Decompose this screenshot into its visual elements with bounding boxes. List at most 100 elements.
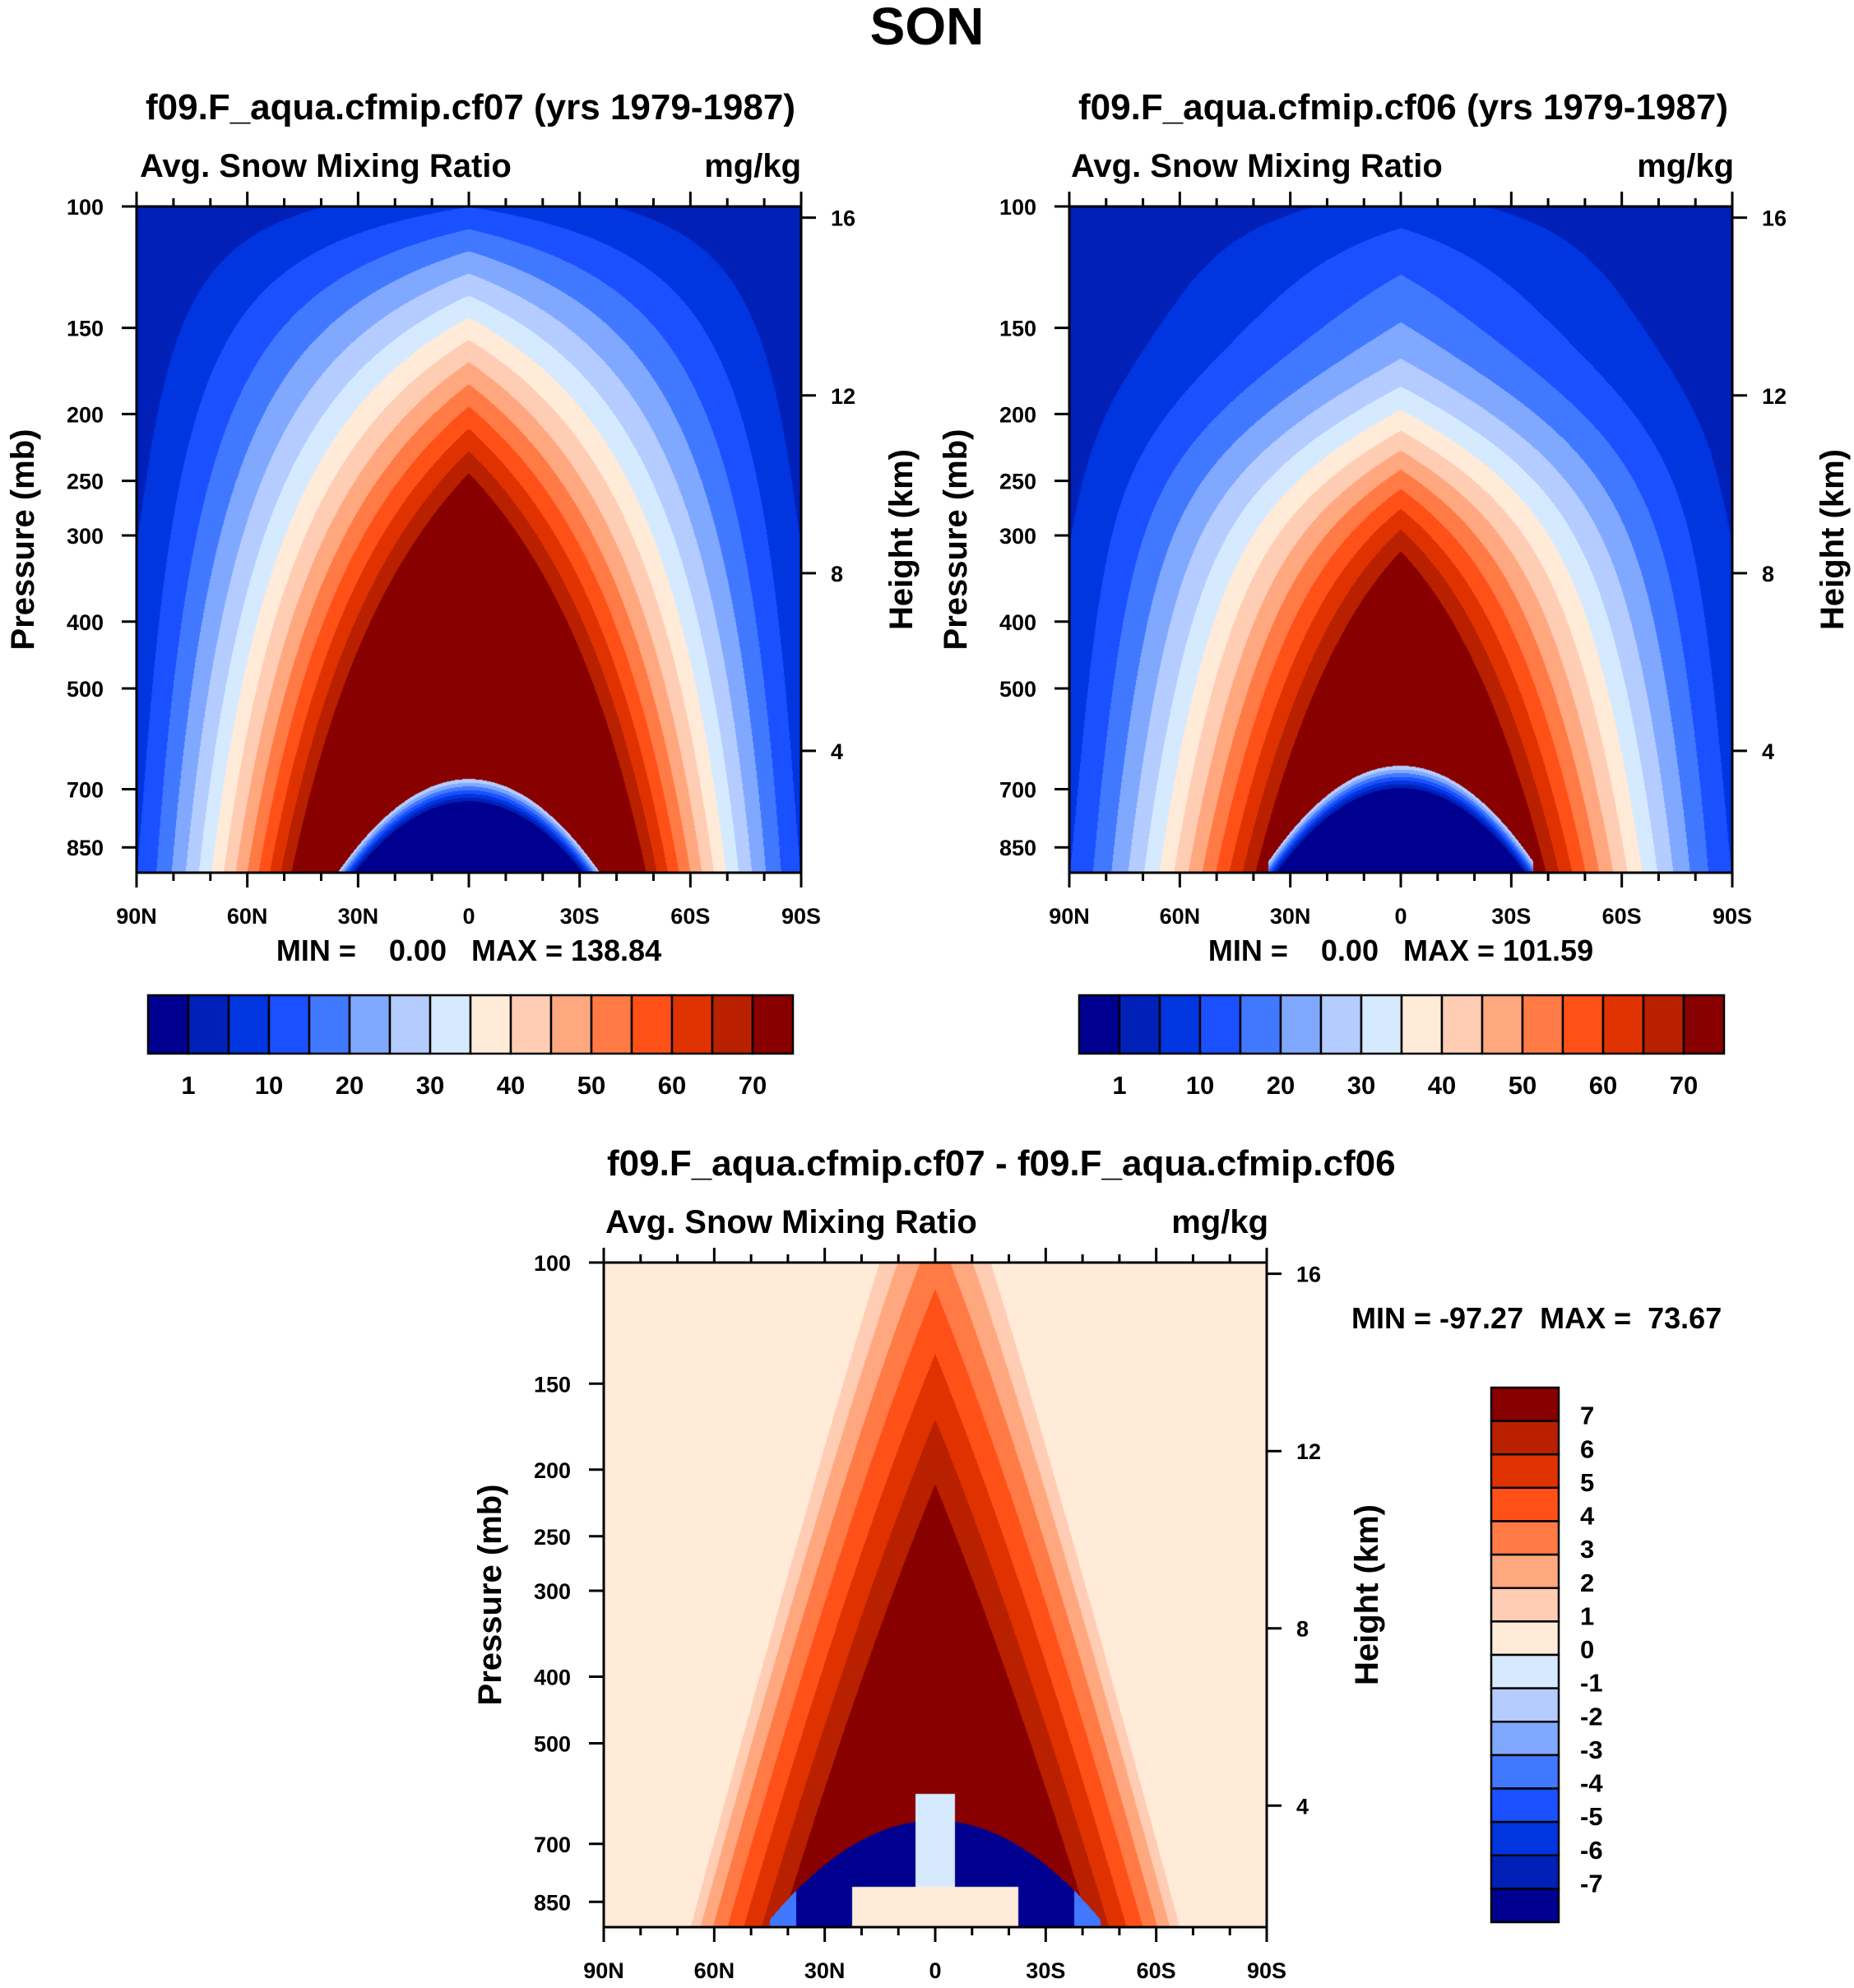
colorbar-box xyxy=(1490,1888,1560,1924)
colorbar-box xyxy=(1490,1486,1560,1522)
colorbar-label: -1 xyxy=(1580,1669,1603,1698)
colorbar-label: 1 xyxy=(1580,1601,1594,1630)
y2-tick-label: 16 xyxy=(831,206,855,231)
colorbar-box xyxy=(1481,994,1524,1055)
colorbar-label: 60 xyxy=(1589,1071,1617,1100)
x-tick-label: 90S xyxy=(1247,1958,1286,1983)
colorbar-box xyxy=(1490,1787,1560,1823)
colorbar-box xyxy=(1158,994,1202,1055)
y-tick-label: 850 xyxy=(999,836,1036,860)
colorbar-label: -6 xyxy=(1580,1836,1603,1865)
x-tick-label: 60N xyxy=(694,1958,735,1983)
panel3-units: mg/kg xyxy=(1171,1204,1268,1240)
colorbar-label: 20 xyxy=(1267,1071,1295,1100)
x-tick-label: 90N xyxy=(1049,904,1090,929)
x-tick-label: 30S xyxy=(560,904,600,929)
y2-tick-label: 12 xyxy=(1296,1439,1321,1464)
colorbar-label: 4 xyxy=(1580,1502,1595,1531)
colorbar-box xyxy=(1440,994,1484,1055)
colorbar-box xyxy=(1642,994,1685,1055)
x-tick-label: 0 xyxy=(929,1958,941,1983)
panel2-title: f09.F_aqua.cfmip.cf06 (yrs 1979-1987) xyxy=(1078,87,1728,127)
colorbar-box xyxy=(1490,1721,1560,1757)
colorbar-box xyxy=(1118,994,1161,1055)
colorbar-label: -2 xyxy=(1580,1702,1603,1731)
colorbar-label: 30 xyxy=(1347,1071,1375,1100)
colorbar-label: 70 xyxy=(739,1071,767,1100)
panel2-variable: Avg. Snow Mixing Ratio xyxy=(1071,148,1443,184)
colorbar-box xyxy=(590,994,633,1055)
colorbar-box xyxy=(388,994,432,1055)
y-tick-label: 700 xyxy=(999,778,1036,803)
x-tick-label: 0 xyxy=(1394,904,1407,929)
y-tick-label: 250 xyxy=(67,470,104,494)
y-tick-label: 400 xyxy=(67,610,104,635)
x-tick-label: 60N xyxy=(1160,904,1201,929)
panel3-contour-plot xyxy=(604,1263,1267,1927)
y-tick-label: 200 xyxy=(999,402,1036,427)
y2-tick-label: 4 xyxy=(831,739,843,764)
y-tick-label: 500 xyxy=(999,677,1036,702)
y2-tick-label: 8 xyxy=(831,562,843,586)
colorbar-label: 70 xyxy=(1670,1071,1698,1100)
y-tick-label: 100 xyxy=(999,195,1036,220)
colorbar-label: 10 xyxy=(1186,1071,1214,1100)
y2-tick-label: 8 xyxy=(1762,562,1774,586)
y-tick-label: 100 xyxy=(534,1251,571,1276)
y-tick-label: 150 xyxy=(67,317,104,341)
x-tick-label: 60S xyxy=(670,904,710,929)
panel2-minmax: MIN = 0.00 MAX = 101.59 xyxy=(1207,934,1594,967)
x-tick-label: 60S xyxy=(1602,904,1642,929)
y2-tick-label: 16 xyxy=(1762,206,1787,231)
y-tick-label: 200 xyxy=(534,1458,571,1483)
colorbar-label: 50 xyxy=(577,1071,605,1100)
colorbar-box xyxy=(348,994,392,1055)
colorbar-box xyxy=(1490,1854,1560,1890)
y-tick-label: 700 xyxy=(534,1833,571,1857)
x-tick-label: 90N xyxy=(583,1958,624,1983)
colorbar-box xyxy=(1490,1620,1560,1657)
colorbar-label: 7 xyxy=(1580,1402,1594,1430)
colorbar-box xyxy=(1490,1520,1560,1556)
panel3-minmax: MIN = -97.27 MAX = 73.67 xyxy=(1351,1301,1722,1335)
panel3-variable: Avg. Snow Mixing Ratio xyxy=(605,1204,977,1240)
panel2-axes: 100 150 200 250 300 400 500 700 850 16 12 8 4 90N 60N 3… xyxy=(938,192,1851,929)
y-tick-label: 300 xyxy=(534,1579,571,1604)
colorbar-label: 10 xyxy=(255,1071,283,1100)
colorbar-label: 3 xyxy=(1580,1535,1594,1564)
panel2-units: mg/kg xyxy=(1637,148,1734,184)
y-tick-label: 850 xyxy=(534,1890,571,1915)
colorbar-label: 6 xyxy=(1580,1434,1594,1463)
colorbar-box xyxy=(1279,994,1323,1055)
panel3-colorbar: 7 6 5 4 3 2 1 0 -1 -2 -3 -4 -5 -6 -7 xyxy=(1490,1386,1603,1924)
panel1-minmax: MIN = 0.00 MAX = 138.84 xyxy=(276,934,662,967)
y2-tick-label: 16 xyxy=(1296,1263,1321,1287)
y-axis-label: Pressure (mb) xyxy=(938,429,974,651)
colorbar-box xyxy=(1239,994,1282,1055)
y-tick-label: 400 xyxy=(999,610,1036,635)
colorbar-box xyxy=(1490,1687,1560,1723)
colorbar-label: 30 xyxy=(416,1071,444,1100)
plot-frame xyxy=(602,1261,1268,1929)
colorbar-box xyxy=(1490,1653,1560,1689)
colorbar-box xyxy=(429,994,472,1055)
y-tick-label: 200 xyxy=(67,402,104,427)
colorbar-label: 1 xyxy=(1112,1071,1126,1100)
x-tick-label: 30S xyxy=(1491,904,1531,929)
y-tick-label: 700 xyxy=(67,778,104,803)
panel1-variable: Avg. Snow Mixing Ratio xyxy=(140,148,512,184)
colorbar-box xyxy=(549,994,593,1055)
x-tick-label: 60N xyxy=(227,904,268,929)
colorbar-box xyxy=(267,994,311,1055)
y2-tick-label: 4 xyxy=(1762,739,1774,764)
colorbar-box xyxy=(1490,1553,1560,1589)
plot-frame xyxy=(135,205,803,874)
panel2-colorbar: 1 10 20 30 40 50 60 70 xyxy=(1078,994,1726,1100)
y-tick-label: 300 xyxy=(67,524,104,549)
y-tick-label: 300 xyxy=(999,524,1036,549)
colorbar-box xyxy=(1521,994,1564,1055)
panel1-title: f09.F_aqua.cfmip.cf07 (yrs 1979-1987) xyxy=(146,87,795,127)
x-tick-label: 90S xyxy=(781,904,821,929)
colorbar-box xyxy=(1490,1420,1560,1456)
x-tick-label: 0 xyxy=(462,904,475,929)
